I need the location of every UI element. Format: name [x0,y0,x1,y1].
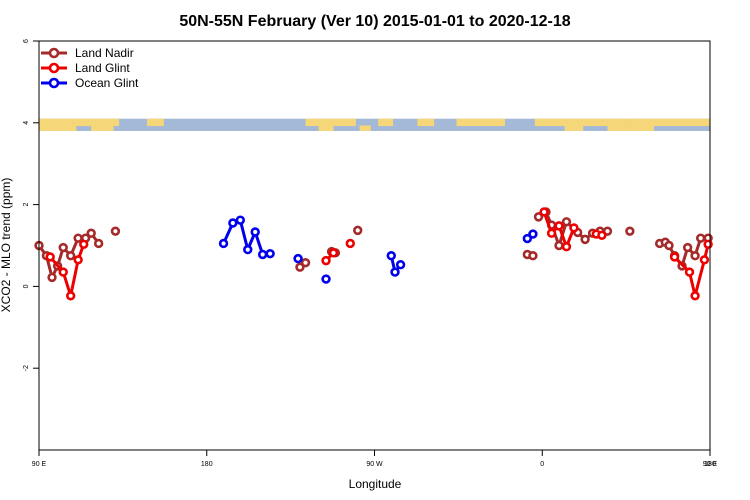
data-point [293,253,303,264]
data-point [561,242,572,252]
data-point [79,239,89,249]
map-land [417,118,435,127]
y-tick-label: 4 [23,121,30,125]
data-point [699,255,710,265]
series-ocean-glint [218,215,538,284]
data-point [690,291,700,301]
data-point [235,215,246,225]
data-point [539,207,549,217]
y-tick-label: 6 [23,39,30,43]
map-land [91,125,114,131]
series-land-glint [45,207,713,301]
data-point [597,230,607,240]
data-point [682,242,693,253]
x-tick-label: 90 E [703,461,718,468]
data-point [228,218,238,228]
y-axis: -2 0 2 4 6 [23,39,39,371]
map-land [534,118,630,127]
map-land [147,118,164,127]
data-point [569,223,579,233]
map-land [564,125,584,131]
legend-marker [48,47,60,59]
data-point [703,239,713,249]
x-tick-label: 180 [201,461,213,468]
data-point [321,274,331,284]
data-point [321,255,331,266]
series-layer [34,207,713,301]
data-point [546,228,557,238]
legend-label: Land Nadir [75,46,134,60]
data-point [47,272,57,283]
data-point [250,227,260,237]
data-point [554,240,564,251]
data-point [73,255,83,265]
map-land [39,118,120,127]
data-point [65,251,76,261]
data-point [218,238,229,249]
legend-marker [48,77,60,89]
data-point [65,291,76,301]
data-point [580,234,590,245]
data-point [45,252,55,262]
data-point [561,217,572,227]
y-tick-label: 2 [23,203,30,207]
data-point [86,228,96,238]
map-land [378,118,394,127]
map-land [305,118,356,127]
data-point [625,226,635,236]
map-land [629,118,710,127]
y-tick-label: -2 [23,365,30,371]
data-point [265,248,275,259]
data-point [533,212,544,222]
data-point [528,229,538,239]
data-point [669,252,680,262]
data-point [58,242,68,253]
data-point [528,251,538,261]
data-point [690,251,700,261]
data-point [695,233,706,243]
legend-label: Ocean Glint [75,76,139,90]
data-point [328,248,339,258]
data-point [395,260,406,270]
data-point [353,225,363,236]
data-point [300,257,311,268]
data-point [110,226,121,236]
data-point [93,238,104,249]
map-land [456,118,505,127]
data-point [58,267,68,277]
x-axis-label: Longitude [349,477,402,491]
data-point [684,267,695,277]
data-point [522,233,533,244]
x-tick-label: 0 [540,461,544,468]
map-land [359,125,371,131]
data-point [664,240,674,251]
map-land [318,125,334,131]
data-point [243,244,253,255]
data-point [554,221,564,231]
data-point [345,238,355,249]
data-point [295,262,305,272]
data-point [73,233,83,243]
map-land [607,125,655,131]
y-tick-label: 0 [23,284,30,288]
chart-title: 50N-55N February (Ver 10) 2015-01-01 to … [179,13,570,30]
data-point [390,267,400,277]
world-map-strip [39,118,710,131]
x-tick-label: 90 W [366,461,383,468]
map-land [39,125,77,131]
data-point [257,249,268,260]
y-axis-label: XCO2 - MLO trend (ppm) [0,178,13,313]
legend-marker [48,62,60,74]
x-tick-label: 180 [704,461,716,468]
x-tick-label: 90 E [32,461,47,468]
data-point [386,251,396,261]
legend-label: Land Glint [75,61,130,75]
